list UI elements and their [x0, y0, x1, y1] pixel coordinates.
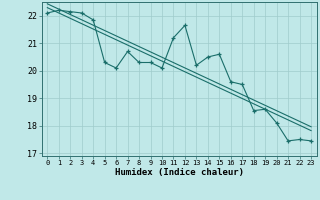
X-axis label: Humidex (Indice chaleur): Humidex (Indice chaleur) [115, 168, 244, 177]
